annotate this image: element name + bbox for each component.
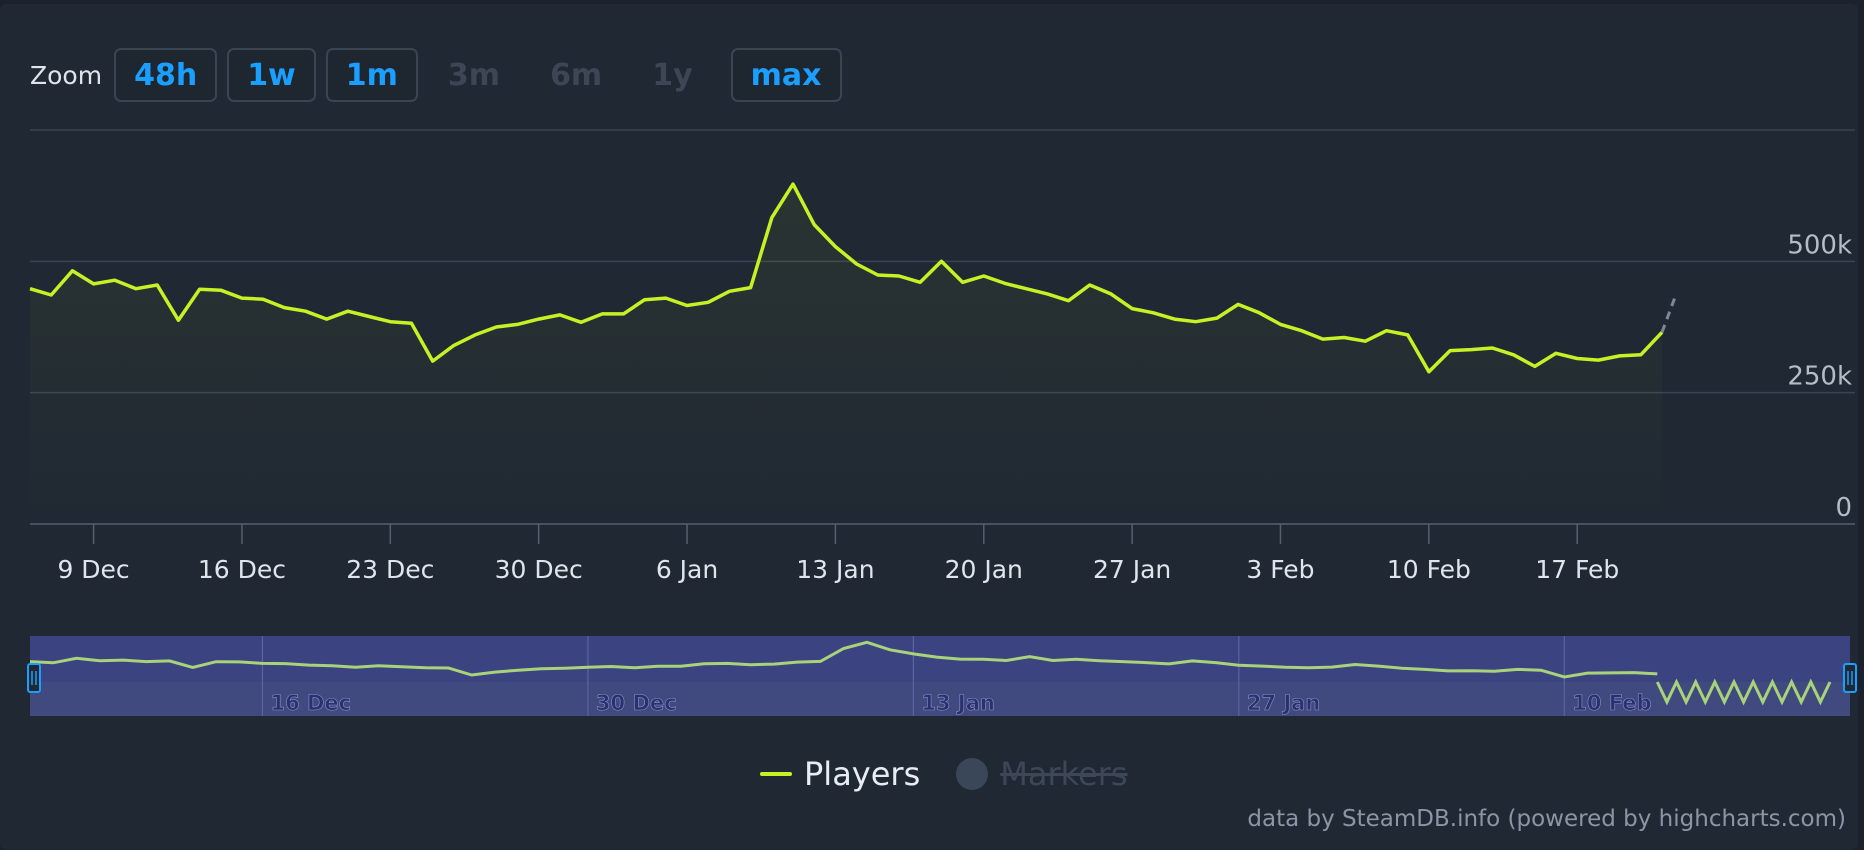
x-tick-label: 27 Jan	[1093, 555, 1171, 584]
x-tick-label: 9 Dec	[57, 555, 129, 584]
navigator-labels: 16 Dec 30 Dec 13 Jan 27 Jan 10 Feb	[270, 691, 1652, 716]
zoom-48h-button[interactable]: 48h	[114, 48, 218, 102]
navigator-label: 27 Jan	[1247, 691, 1320, 715]
legend-players-label: Players	[804, 755, 921, 793]
navigator-label: 30 Dec	[596, 691, 677, 715]
navigator-tail-line	[1655, 678, 1832, 706]
legend-markers[interactable]: Markers	[956, 755, 1128, 793]
players-area	[30, 184, 1662, 524]
y-axis-labels: 0 250k 500k	[1787, 230, 1852, 523]
legend-players[interactable]: Players	[760, 755, 920, 793]
zoom-1y-button: 1y	[652, 57, 693, 93]
navigator-label: 13 Jan	[921, 691, 994, 715]
y-tick-label: 0	[1835, 493, 1852, 523]
zoom-1m-button[interactable]: 1m	[325, 48, 418, 102]
x-tick-label: 3 Feb	[1246, 555, 1314, 584]
navigator-label: 16 Dec	[270, 691, 351, 715]
x-tick-label: 6 Jan	[656, 555, 718, 584]
y-tick-label: 250k	[1787, 362, 1852, 392]
players-forecast-line	[1660, 297, 1677, 333]
navigator-label: 10 Feb	[1572, 691, 1651, 715]
navigator-right-handle[interactable]	[1843, 663, 1857, 693]
zoom-3m-button: 3m	[447, 57, 501, 93]
navigator-line	[29, 640, 1658, 679]
x-tick-label: 16 Dec	[198, 555, 286, 584]
x-tick-label: 30 Dec	[495, 555, 583, 584]
x-tick-label: 20 Jan	[945, 555, 1023, 584]
players-line-icon	[760, 772, 792, 776]
navigator-left-handle[interactable]	[27, 663, 41, 693]
navigator-lower-band	[30, 682, 1850, 716]
x-axis-labels: 9 Dec 16 Dec 23 Dec 30 Dec 6 Jan 13 Jan 20 Jan…	[57, 524, 1619, 584]
zoom-toolbar: Zoom 48h 1w 1m 3m 6m 1y max	[30, 46, 842, 104]
x-tick-label: 17 Feb	[1535, 555, 1619, 584]
zoom-6m-button: 6m	[550, 57, 603, 93]
players-line[interactable]	[29, 182, 1664, 374]
y-tick-label: 500k	[1787, 230, 1852, 260]
navigator[interactable]: 16 Dec 30 Dec 13 Jan 27 Jan 10 Feb	[27, 636, 1857, 716]
markers-dot-icon	[956, 758, 989, 790]
zoom-label: Zoom	[30, 60, 103, 90]
legend-markers-label: Markers	[1000, 755, 1128, 793]
x-tick-label: 23 Dec	[346, 555, 434, 584]
x-tick-label: 10 Feb	[1387, 555, 1471, 584]
zoom-max-button[interactable]: max	[730, 48, 842, 102]
chart-credit[interactable]: data by SteamDB.info (powered by highcha…	[1247, 806, 1846, 832]
chart-legend: Players Markers	[760, 752, 1128, 796]
x-tick-label: 13 Jan	[796, 555, 874, 584]
navigator-grid	[30, 636, 1850, 716]
zoom-1w-button[interactable]: 1w	[227, 48, 316, 102]
